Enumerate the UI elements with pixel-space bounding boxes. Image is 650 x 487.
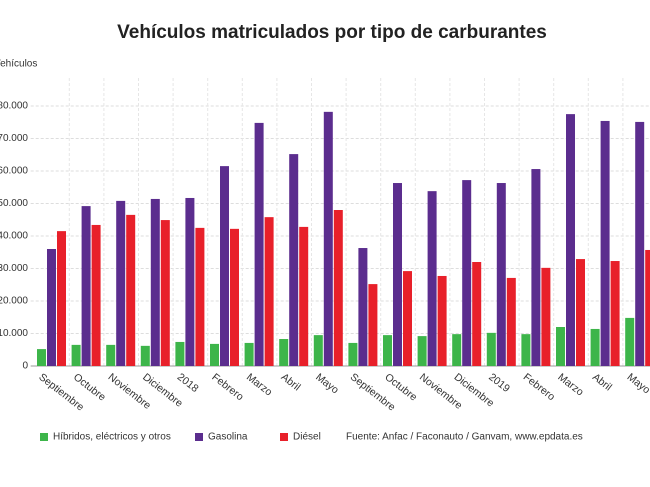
legend-swatch: [195, 433, 203, 441]
legend-label: Híbridos, eléctricos y otros: [53, 432, 171, 443]
bar: [403, 271, 412, 366]
y-tick-label: 60.000: [0, 166, 28, 177]
bar: [472, 262, 482, 366]
source: Fuente: Anfac / Faconauto / Ganvam, www.…: [346, 432, 583, 443]
x-tick-label: 2019: [486, 371, 512, 395]
bar: [358, 248, 368, 366]
bar: [576, 259, 585, 366]
bar: [185, 197, 195, 366]
bar: [590, 328, 600, 366]
y-tick-label: 50.000: [0, 198, 28, 209]
bar: [556, 327, 565, 366]
bar: [383, 335, 392, 366]
y-tick-label: 30.000: [0, 263, 28, 274]
bar: [150, 198, 160, 366]
legend-swatch: [40, 433, 48, 441]
bar: [452, 334, 462, 366]
bar: [106, 344, 116, 366]
bar: [47, 249, 56, 366]
legend-swatch: [280, 433, 288, 441]
bar: [71, 344, 81, 366]
bar: [368, 284, 378, 366]
bar: [393, 183, 402, 366]
y-axis-label: Vehículos: [0, 59, 37, 70]
bar: [313, 335, 323, 366]
bar: [333, 210, 343, 366]
bar: [140, 345, 150, 366]
bar: [541, 267, 551, 366]
bar: [210, 343, 219, 366]
y-tick-label: 0: [22, 361, 28, 372]
bar: [81, 206, 91, 366]
bar: [348, 342, 358, 366]
bar: [427, 191, 437, 366]
bar: [116, 200, 126, 366]
y-tick-label: 10.000: [0, 328, 28, 339]
bar: [289, 154, 299, 366]
x-tick-label: Abril: [590, 371, 614, 393]
bar: [610, 261, 620, 366]
bar: [506, 277, 516, 366]
x-tick-label: Marzo: [244, 371, 275, 399]
bar: [645, 249, 650, 366]
legend-label: Diésel: [293, 432, 321, 443]
bar: [496, 183, 506, 366]
x-tick-label: Marzo: [555, 371, 586, 399]
bar: [566, 114, 575, 366]
chart-title: Vehículos matriculados por tipo de carbu…: [117, 22, 547, 43]
bar: [220, 166, 229, 366]
bar: [462, 180, 472, 366]
bar: [195, 227, 205, 366]
bar: [57, 231, 66, 366]
bar: [531, 169, 541, 366]
bar: [254, 122, 264, 367]
bar: [279, 339, 289, 366]
bar: [299, 226, 309, 366]
x-tick-label: Mayo: [625, 371, 650, 396]
x-tick-label: Abril: [279, 371, 303, 393]
bar: [37, 349, 46, 366]
legend-label: Gasolina: [208, 432, 248, 443]
x-tick-label: Mayo: [313, 371, 341, 396]
bar: [625, 317, 635, 366]
bar: [230, 228, 239, 366]
x-tick-label: Febrero: [209, 371, 245, 403]
bar: [160, 220, 170, 366]
bar: [521, 334, 531, 366]
bar: [600, 120, 610, 366]
bar: [126, 214, 136, 366]
bar: [486, 332, 496, 366]
bar: [91, 224, 101, 366]
y-tick-label: 70.000: [0, 133, 28, 144]
x-tick-label: Febrero: [521, 371, 557, 403]
bar: [264, 217, 274, 366]
y-tick-label: 20.000: [0, 296, 28, 307]
bar: [323, 111, 333, 366]
bar: [175, 341, 185, 366]
bar: [437, 275, 447, 366]
bar: [635, 121, 645, 366]
y-tick-label: 80.000: [0, 101, 28, 112]
bar: [244, 342, 254, 366]
x-tick-label: 2018: [175, 371, 201, 395]
y-tick-label: 40.000: [0, 231, 28, 242]
bar: [417, 336, 427, 366]
